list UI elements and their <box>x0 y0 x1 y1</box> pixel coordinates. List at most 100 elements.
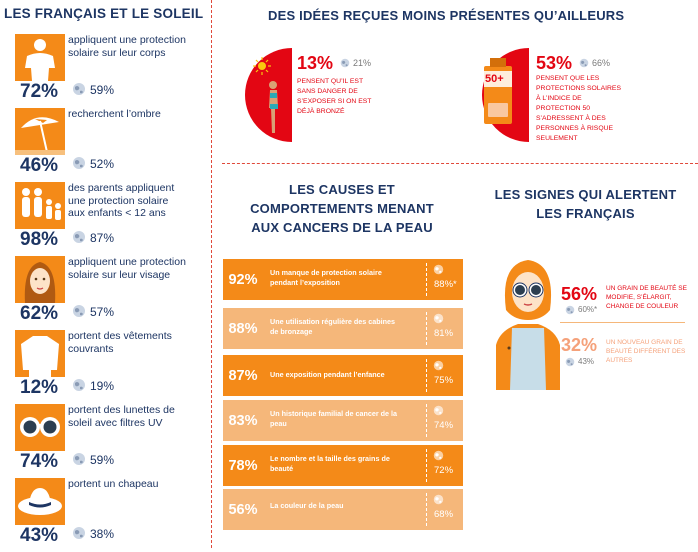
long-sleeve-shirt-icon <box>15 330 65 377</box>
globe-icon <box>433 360 444 371</box>
list-item: appliquent une protection solaire sur le… <box>0 34 210 108</box>
family-icon <box>15 182 65 229</box>
causes-section-title: LES CAUSES ET COMPORTEMENTS MENANT AUX C… <box>222 180 462 237</box>
globe-icon <box>73 157 85 169</box>
world-value-label: 74% <box>434 420 454 431</box>
bottle-label: 50+ <box>485 73 504 85</box>
signs-title-line: LES FRANÇAIS <box>536 206 635 221</box>
world-value-label: 81% <box>434 328 454 339</box>
world-value-label: 75% <box>434 375 454 386</box>
bar-separator <box>426 312 427 345</box>
bar-mark <box>263 308 463 349</box>
bar-value-label: 88% <box>223 308 263 349</box>
globe-icon <box>340 58 350 68</box>
bar-mark <box>263 355 463 396</box>
tanned-woman-sun-icon <box>237 48 292 143</box>
world-value: 87% <box>90 231 115 245</box>
tick-label: Une utilisation régulière des cabines de… <box>270 317 396 336</box>
bar-value-label: 92% <box>223 259 263 300</box>
world-value: 43% <box>578 357 595 366</box>
item-pct: 43% <box>20 525 59 546</box>
globe-icon <box>565 305 575 315</box>
list-item: des parents appliquent une protection so… <box>0 182 210 256</box>
list-item: recherchent l’ombre 46% 52% <box>0 108 210 182</box>
list-item: appliquent une protection solaire sur le… <box>0 256 210 330</box>
sign-text: UN NOUVEAU GRAIN DE BEAUTÉ DIFFÉRENT DES… <box>606 339 686 364</box>
causes-title-line: LES CAUSES ET <box>289 182 395 197</box>
bar-row: 92% Un manque de protection solaire pend… <box>223 259 463 300</box>
world-value: 59% <box>90 453 115 467</box>
tick-label: Une exposition pendant l’enfance <box>270 370 385 379</box>
bar-row: 56% La couleur de la peau 68% <box>223 489 463 530</box>
sun-hat-icon <box>15 478 65 525</box>
sign-pct: 32% <box>561 335 598 355</box>
world-value: 59% <box>90 83 115 97</box>
world-value: 38% <box>90 527 115 541</box>
list-item: portent des vêtements couvrants 12% 19% <box>0 330 210 404</box>
world-value: 21% <box>353 58 372 68</box>
bar-row: 78% Le nombre et la taille des grains de… <box>223 445 463 486</box>
sign-pct: 56% <box>561 284 598 304</box>
beach-umbrella-icon <box>15 108 65 155</box>
bar-row: 83% Un historique familial de cancer de … <box>223 400 463 441</box>
list-item: portent un chapeau 43% 38% <box>0 478 210 552</box>
sign-divider <box>560 322 685 323</box>
bar-mark <box>263 400 463 441</box>
item-text: des parents appliquent une protection so… <box>68 182 175 219</box>
globe-icon <box>565 357 575 367</box>
idea-text: PENSENT QUE LES PROTECTIONS SOLAIRES À L… <box>536 75 621 142</box>
item-text: portent des vêtements couvrants <box>68 330 172 355</box>
bar-separator <box>426 263 427 296</box>
world-value: 52% <box>90 157 115 171</box>
globe-icon <box>73 231 85 243</box>
bar-separator <box>426 359 427 392</box>
globe-icon <box>73 527 85 539</box>
signs-section-title: LES SIGNES QUI ALERTENT LES FRANÇAIS <box>478 185 693 223</box>
globe-icon <box>73 379 85 391</box>
woman-sunglasses-icon <box>496 250 560 390</box>
globe-icon <box>73 305 85 317</box>
bar-mark <box>263 489 463 530</box>
item-pct: 74% <box>20 451 59 472</box>
world-value: 66% <box>592 58 611 68</box>
world-value: 57% <box>90 305 115 319</box>
item-text: portent un chapeau <box>68 478 159 490</box>
idea-text: PENSENT QU’IL EST SANS DANGER DE S’EXPOS… <box>297 78 372 115</box>
item-pct: 46% <box>20 155 59 176</box>
globe-icon <box>433 494 444 505</box>
globe-icon <box>433 405 444 416</box>
bar-value-label: 78% <box>223 445 263 486</box>
globe-icon <box>433 264 444 275</box>
ideas-section-title: DES IDÉES REÇUES MOINS PRÉSENTES QU’AILL… <box>268 8 625 23</box>
left-section-title: LES FRANÇAIS ET LE SOLEIL <box>4 6 204 21</box>
item-text: recherchent l’ombre <box>68 108 161 120</box>
tick-label: Le nombre et la taille des grains de bea… <box>270 454 390 473</box>
world-value: 19% <box>90 379 115 393</box>
idea-pct: 53% <box>536 53 573 73</box>
item-pct: 12% <box>20 377 59 398</box>
globe-icon <box>433 450 444 461</box>
world-value-label: 72% <box>434 465 454 476</box>
item-pct: 98% <box>20 229 59 250</box>
item-text: appliquent une protection solaire sur le… <box>68 256 186 281</box>
person-tshirt-icon <box>15 34 65 81</box>
bar-mark <box>263 259 463 300</box>
globe-icon <box>73 453 85 465</box>
world-value: 60%* <box>578 305 598 314</box>
bar-separator <box>426 449 427 482</box>
globe-icon <box>73 83 85 95</box>
bar-row: 87% Une exposition pendant l’enfance 75% <box>223 355 463 396</box>
tick-label: La couleur de la peau <box>270 501 344 510</box>
idea-pct: 13% <box>297 53 334 73</box>
item-text: portent des lunettes de soleil avec filt… <box>68 404 175 429</box>
bar-separator <box>426 404 427 437</box>
tick-label: Un historique familial de cancer de la p… <box>270 409 398 428</box>
causes-title-line: AUX CANCERS DE LA PEAU <box>251 220 433 235</box>
horizontal-divider <box>222 163 698 164</box>
bar-value-label: 56% <box>223 489 263 530</box>
sign-text: UN GRAIN DE BEAUTÉ SE MODIFIE, S’ÉLARGIT… <box>606 285 687 310</box>
globe-icon <box>579 58 589 68</box>
globe-icon <box>433 313 444 324</box>
bar-row: 88% Une utilisation régulière des cabine… <box>223 308 463 349</box>
bar-separator <box>426 493 427 526</box>
